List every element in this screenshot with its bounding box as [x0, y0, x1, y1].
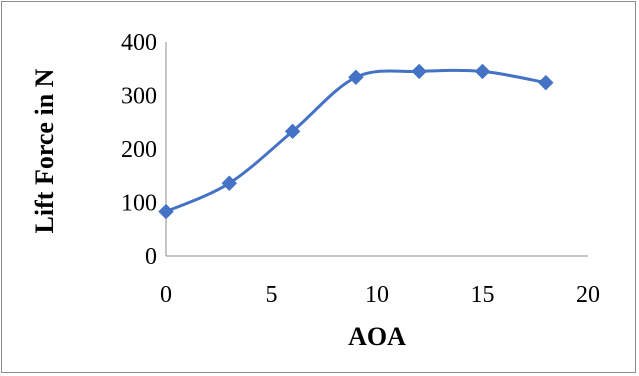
- y-tick-label: 400: [121, 30, 157, 56]
- data-point-marker: [158, 203, 174, 220]
- data-point-marker: [411, 63, 427, 80]
- x-axis-title: AOA: [348, 322, 406, 351]
- y-tick-label: 100: [121, 191, 157, 217]
- data-point-marker: [348, 69, 364, 86]
- x-tick-label: 15: [471, 282, 495, 308]
- y-axis-title: Lift Force in N: [30, 68, 59, 233]
- tick-labels: 0 100 200 300 400 0 5 10 15 20: [121, 30, 600, 308]
- data-point-marker: [474, 63, 491, 80]
- y-tick-label: 0: [145, 244, 157, 270]
- x-tick-label: 0: [160, 282, 172, 308]
- x-tick-label: 5: [266, 282, 278, 308]
- x-tick-label: 20: [576, 282, 600, 308]
- data-point-marker: [284, 123, 301, 140]
- x-tick-label: 10: [365, 282, 389, 308]
- data-point-marker: [538, 74, 554, 91]
- y-tick-label: 200: [121, 137, 157, 163]
- series-line: [165, 68, 547, 213]
- data-point-marker: [221, 175, 238, 191]
- axes: [165, 42, 588, 257]
- y-tick-label: 300: [121, 84, 157, 110]
- series-group: [158, 63, 554, 220]
